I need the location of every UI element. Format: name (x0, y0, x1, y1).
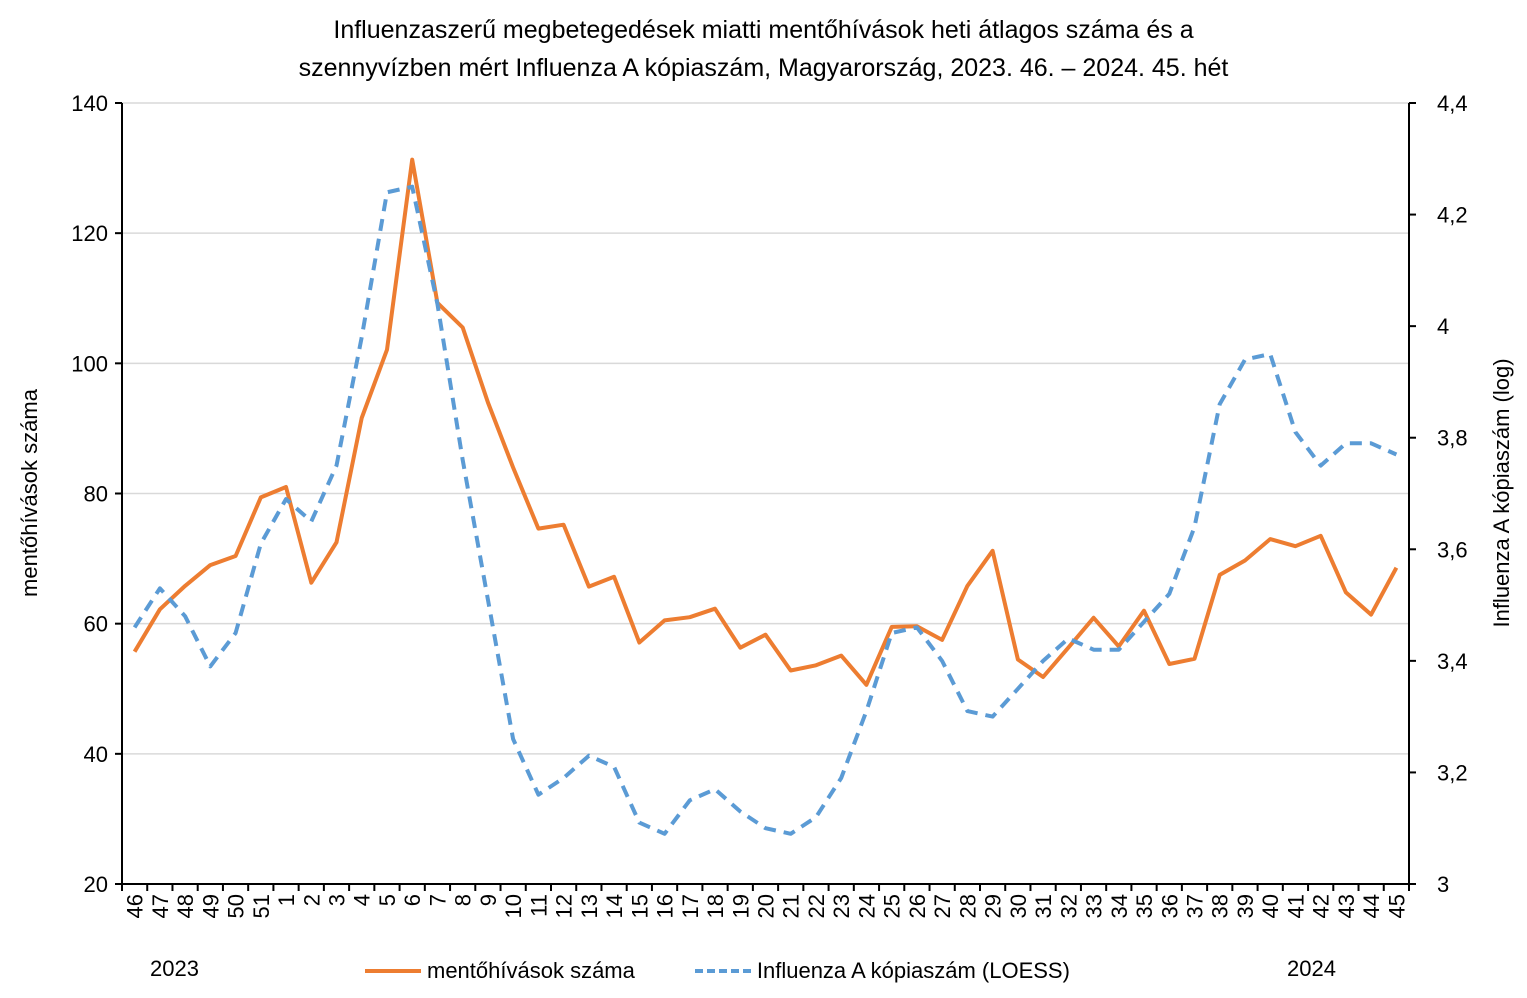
chart-legend: mentőhívások száma Influenza A kópiaszám… (365, 956, 1130, 986)
x-tick-label: 12 (552, 894, 577, 918)
year-label-2024: 2024 (1287, 956, 1336, 981)
right-tick-label: 3 (1437, 872, 1449, 897)
x-tick-label: 27 (930, 894, 955, 918)
x-tick-label: 44 (1359, 894, 1384, 918)
x-tick-label: 4 (350, 894, 375, 906)
x-tick-label: 43 (1334, 894, 1359, 918)
x-tick-label: 46 (123, 894, 148, 918)
x-tick-label: 5 (375, 894, 400, 906)
legend-item-influenza: Influenza A kópiaszám (LOESS) (694, 958, 1070, 984)
left-tick-label: 100 (71, 351, 108, 376)
left-tick-label: 40 (84, 742, 108, 767)
x-tick-label: 33 (1082, 894, 1107, 918)
x-tick-label: 24 (854, 894, 879, 918)
x-tick-label: 3 (325, 894, 350, 906)
x-tick-label: 19 (728, 894, 753, 918)
x-tick-label: 50 (224, 894, 249, 918)
x-tick-label: 7 (425, 894, 450, 906)
x-tick-label: 40 (1258, 894, 1283, 918)
legend-label-influenza: Influenza A kópiaszám (LOESS) (756, 958, 1070, 983)
gridlines (122, 102, 1409, 755)
x-tick-label: 20 (754, 894, 779, 918)
left-tick-label: 120 (71, 221, 108, 246)
left-tick-label: 60 (84, 612, 108, 637)
x-tick-label: 13 (577, 894, 602, 918)
x-tick-label: 38 (1208, 894, 1233, 918)
x-tick-label: 37 (1183, 894, 1208, 918)
left-tick-label: 80 (84, 482, 108, 507)
legend-swatch-influenza (694, 969, 751, 973)
x-tick-label: 2 (299, 894, 324, 906)
series-line-influenza (132, 184, 1398, 836)
x-tick-label: 16 (653, 894, 678, 918)
x-tick-label: 8 (451, 894, 476, 906)
right-tick-label: 4,2 (1437, 203, 1468, 228)
axes (115, 102, 1416, 891)
x-tick-label: 22 (804, 894, 829, 918)
right-tick-label: 3,4 (1437, 649, 1468, 674)
x-tick-label: 26 (905, 894, 930, 918)
x-tick-label: 6 (400, 894, 425, 906)
x-tick-label: 47 (148, 894, 173, 918)
x-tick-label: 32 (1056, 894, 1081, 918)
x-tick-label: 15 (627, 894, 652, 918)
x-tick-label: 39 (1233, 894, 1258, 918)
x-tick-label: 30 (1006, 894, 1031, 918)
right-tick-label: 3,6 (1437, 537, 1468, 562)
x-tick-label: 10 (501, 894, 526, 918)
x-tick-label: 41 (1283, 894, 1308, 918)
series-line-calls (132, 157, 1399, 687)
legend-label-calls: mentőhívások száma (427, 958, 635, 983)
x-tick-label: 35 (1132, 894, 1157, 918)
right-tick-label: 3,8 (1437, 426, 1468, 451)
right-tick-label: 3,2 (1437, 760, 1468, 785)
x-tick-label: 25 (880, 894, 905, 918)
right-axis-title: Influenza A kópiaszám (log) (1489, 358, 1514, 628)
x-tick-label: 36 (1157, 894, 1182, 918)
x-tick-label: 42 (1309, 894, 1334, 918)
x-tick-label: 17 (678, 894, 703, 918)
x-tick-label: 11 (526, 894, 551, 917)
x-tick-label: 9 (476, 894, 501, 906)
right-tick-label: 4 (1437, 314, 1449, 339)
x-tick-label: 34 (1107, 894, 1132, 918)
left-tick-label: 140 (71, 91, 108, 116)
series-lines (132, 157, 1399, 836)
chart-title-line-2: szennyvízben mért Influenza A kópiaszám,… (298, 54, 1229, 82)
x-tick-label: 18 (703, 894, 728, 918)
x-tick-label: 51 (249, 894, 274, 918)
x-tick-label: 45 (1384, 894, 1409, 918)
legend-item-calls: mentőhívások száma (365, 958, 635, 984)
left-tick-label: 20 (84, 872, 108, 897)
legend-swatch-calls (365, 969, 421, 973)
x-tick-label: 49 (198, 894, 223, 918)
x-tick-label: 14 (602, 894, 627, 918)
x-tick-label: 21 (779, 894, 804, 918)
right-tick-label: 4,4 (1437, 91, 1468, 116)
x-tick-label: 29 (981, 894, 1006, 918)
left-axis-title: mentőhívások száma (17, 389, 42, 597)
year-label-2023: 2023 (150, 956, 199, 981)
x-tick-label: 1 (274, 894, 299, 906)
x-tick-label: 31 (1031, 894, 1056, 918)
chart-title-line-1: Influenzaszerű megbetegedések miatti men… (333, 16, 1194, 44)
x-tick-label: 28 (955, 894, 980, 918)
x-tick-label: 48 (173, 894, 198, 918)
x-tick-label: 23 (829, 894, 854, 918)
